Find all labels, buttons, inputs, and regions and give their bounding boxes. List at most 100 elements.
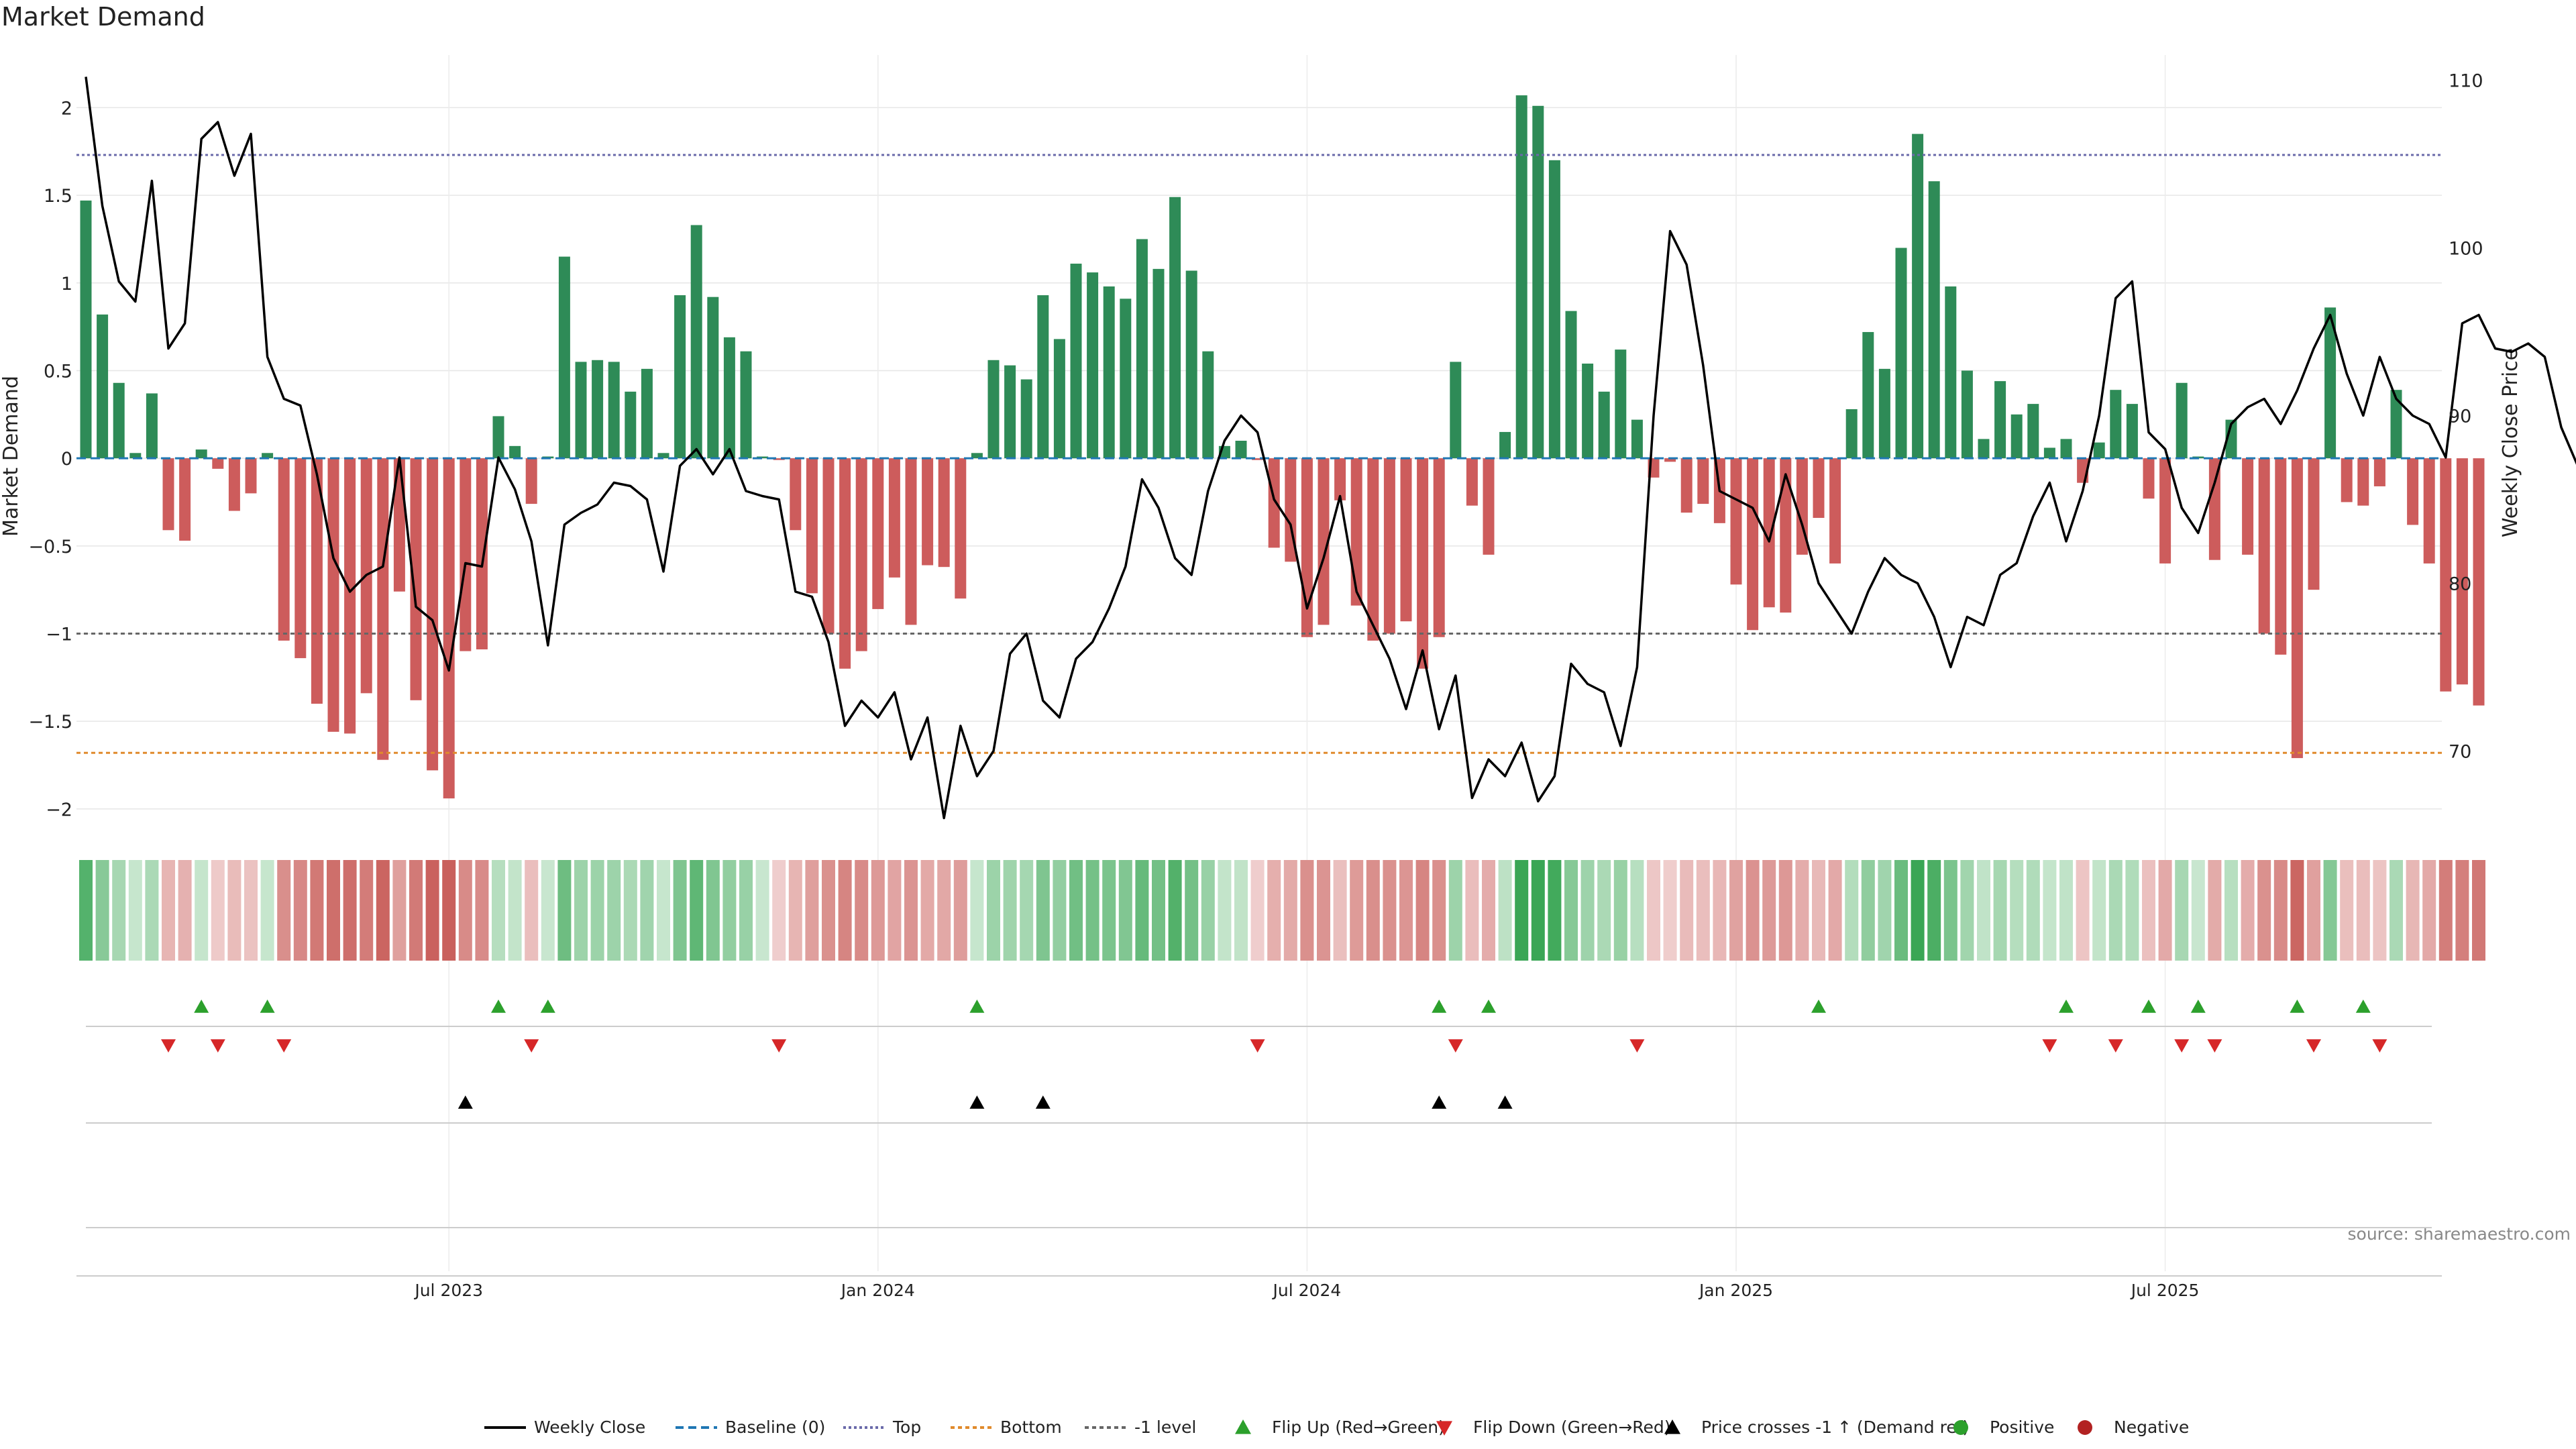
heat-cell xyxy=(2158,860,2172,961)
heat-cell xyxy=(1317,860,1330,961)
demand-bar xyxy=(278,458,290,641)
chart-title: Market Demand xyxy=(1,2,205,32)
flip-up-marker xyxy=(2190,1000,2206,1013)
heat-cell xyxy=(888,860,902,961)
demand-bar xyxy=(1235,441,1247,459)
flip-down-marker xyxy=(2042,1039,2057,1053)
demand-bar xyxy=(1334,458,1346,500)
heat-cell xyxy=(1432,860,1446,961)
demand-bar xyxy=(1697,458,1709,504)
demand-bar xyxy=(1301,458,1313,637)
heat-cell xyxy=(937,860,951,961)
heat-cell xyxy=(1762,860,1776,961)
demand-bar xyxy=(657,453,669,459)
x-tick-label: Jul 2025 xyxy=(2130,1281,2200,1300)
demand-bar xyxy=(1499,431,1511,459)
heat-cell xyxy=(2472,860,2485,961)
demand-bar xyxy=(1367,458,1379,641)
legend-swatch-flip-up xyxy=(1235,1419,1251,1434)
price-line-layer xyxy=(85,76,2576,820)
heat-cell xyxy=(987,860,1000,961)
flip-down-marker xyxy=(2306,1039,2321,1053)
heat-cell xyxy=(1465,860,1479,961)
demand-bar xyxy=(1466,458,1478,506)
demand-bar xyxy=(2324,307,2337,459)
demand-bar xyxy=(955,458,967,599)
demand-bar xyxy=(855,458,867,651)
legend-label: Weekly Close xyxy=(534,1417,645,1437)
heat-cell xyxy=(706,860,720,961)
y-tick-label: −2 xyxy=(46,800,72,820)
heat-cell xyxy=(1135,860,1149,961)
heat-cell xyxy=(1828,860,1842,961)
demand-bar xyxy=(2357,458,2369,506)
legend-label: Flip Up (Red→Green) xyxy=(1272,1417,1445,1437)
demand-bar xyxy=(806,458,818,594)
demand-bar xyxy=(1400,458,1412,622)
heat-cell xyxy=(788,860,802,961)
legend-label: Negative xyxy=(2114,1417,2189,1437)
demand-bar xyxy=(492,416,504,459)
y-tick-label: 1.5 xyxy=(44,186,72,207)
demand-bar xyxy=(1483,458,1495,555)
flip-down-marker xyxy=(161,1039,176,1053)
demand-bar xyxy=(608,362,620,459)
demand-bar xyxy=(1383,458,1395,634)
demand-bar xyxy=(195,449,207,459)
demand-bar xyxy=(558,256,570,459)
heat-cell xyxy=(211,860,225,961)
demand-bar xyxy=(1780,458,1792,613)
demand-bar xyxy=(311,458,323,704)
heat-cell xyxy=(657,860,670,961)
heat-cell xyxy=(277,860,291,961)
price-cross-marker xyxy=(1035,1095,1051,1109)
heat-cell xyxy=(95,860,109,961)
heat-cell xyxy=(1878,860,1892,961)
demand-bar xyxy=(971,453,983,459)
demand-bar xyxy=(790,458,802,531)
heat-cell xyxy=(2290,860,2304,961)
demand-bar xyxy=(2258,458,2270,634)
demand-bar xyxy=(129,453,142,459)
flip-up-marker xyxy=(969,1000,985,1013)
heat-cell xyxy=(871,860,885,961)
demand-bar xyxy=(509,445,521,459)
demand-bar xyxy=(1020,379,1032,459)
demand-bar xyxy=(1202,351,1214,459)
y-tick-label: −1 xyxy=(46,625,72,645)
flip-up-marker xyxy=(1432,1000,1447,1013)
demand-bar xyxy=(2456,458,2468,685)
heat-cell xyxy=(2142,860,2155,961)
demand-bar xyxy=(922,458,934,566)
demand-bar xyxy=(2341,458,2353,502)
flip-up-marker xyxy=(491,1000,506,1013)
demand-bar xyxy=(1763,458,1775,608)
heat-cell xyxy=(1300,860,1314,961)
heat-cell xyxy=(2455,860,2469,961)
heat-cell xyxy=(310,860,324,961)
demand-bar xyxy=(2308,458,2320,590)
demand-bar xyxy=(1747,458,1759,631)
y-tick-label: 1 xyxy=(61,274,72,294)
demand-bar xyxy=(1350,458,1362,606)
demand-bar xyxy=(1829,458,1841,564)
demand-bar xyxy=(723,337,735,459)
heat-cell xyxy=(2323,860,2337,961)
price-cross-marker xyxy=(1497,1095,1513,1109)
heat-cell xyxy=(343,860,357,961)
demand-bar xyxy=(1945,286,1957,459)
demand-bar xyxy=(1978,439,1990,459)
legend-label: Price crosses -1 ↑ (Demand ref) xyxy=(1701,1417,1969,1437)
demand-bar xyxy=(525,458,537,504)
demand-bar xyxy=(690,225,702,459)
demand-bar xyxy=(1928,181,1940,459)
demand-bar xyxy=(2390,390,2402,459)
heat-cell xyxy=(1713,860,1727,961)
heat-cell xyxy=(79,860,93,961)
demand-bar xyxy=(1103,286,1115,459)
heat-cell xyxy=(244,860,258,961)
y-axis-label: Market Demand xyxy=(0,376,23,537)
demand-bar xyxy=(410,458,422,700)
heat-cell xyxy=(2043,860,2057,961)
